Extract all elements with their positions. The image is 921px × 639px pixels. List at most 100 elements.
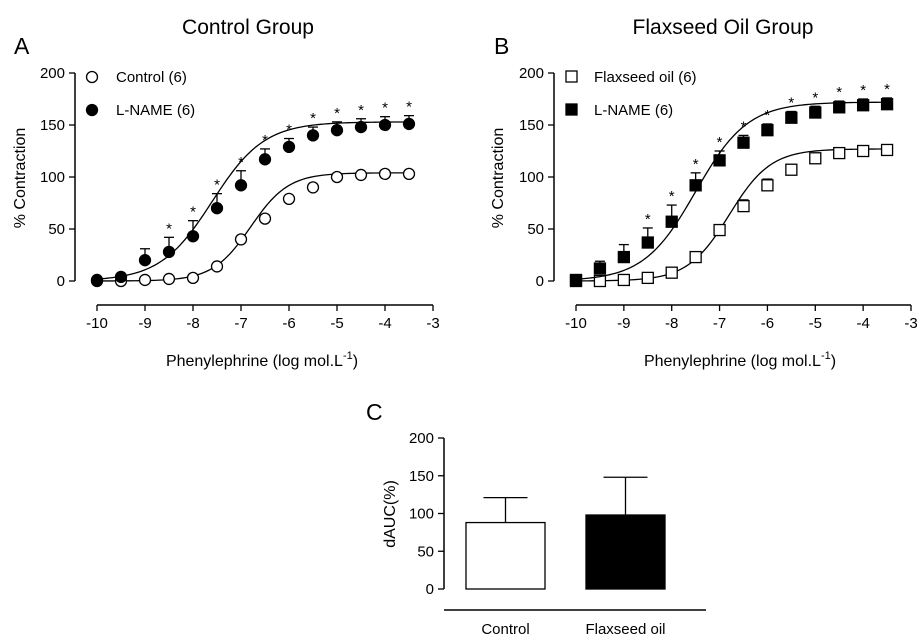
panel-a-significance-marker: * [262, 132, 268, 149]
panel-b-point-series-2 [593, 262, 607, 275]
panel-b-point-series-2 [689, 179, 702, 192]
panel-b-point-series-2 [809, 106, 822, 119]
panel-a-xtick-label: -9 [138, 315, 151, 332]
panel-b-point-series-1 [809, 152, 822, 165]
panel-a-significance-marker: * [166, 220, 172, 237]
panel-b-letter: B [494, 33, 509, 59]
panel-a-legend: Control (6) L-NAME (6) [85, 69, 195, 119]
panel-a-point-series-1 [186, 271, 200, 285]
panel-b-point-series-1 [880, 143, 894, 157]
panel-a-point-series-2 [402, 117, 416, 131]
panel-a-ylabel: % Contraction [12, 128, 29, 229]
panel-c: C dAUC(%) 0 50 100 150 200 Control Flaxseed oi… [366, 399, 706, 638]
panel-a-xtick-label: -3 [426, 315, 439, 332]
panel-a-ytick-label: 100 [40, 169, 65, 186]
panel-c-ylabel: dAUC(%) [382, 480, 399, 548]
panel-a-xlabel: Phenylephrine (log mol.L-1) [166, 350, 358, 370]
panel-b-point-series-1 [593, 274, 607, 288]
legend-label-lname-a: L-NAME (6) [116, 102, 195, 119]
panel-b-point-series-1 [713, 223, 726, 237]
panel-b-xtick-label: -6 [761, 315, 774, 332]
panel-a-point-series-2 [282, 140, 296, 153]
legend-label-flaxseed: Flaxseed oil (6) [594, 69, 697, 86]
panel-b-significance-marker: * [741, 118, 747, 135]
panel-a-significance-marker: * [406, 99, 412, 116]
panel-b-point-series-1 [617, 273, 631, 287]
panel-a-point-series-2 [114, 270, 128, 283]
panel-a-xtick-label: -6 [282, 315, 295, 332]
panel-c-category-label: Control [481, 621, 529, 638]
panel-a-significance-marker: * [382, 100, 388, 117]
panel-b-significance-marker: * [812, 89, 818, 106]
panel-a-point-series-1 [234, 233, 248, 246]
panel-a-point-series-2 [378, 118, 392, 132]
panel-b-point-series-2 [713, 154, 726, 167]
panel-c-ytick-label: 0 [426, 581, 434, 598]
panel-a-point-series-2 [90, 273, 104, 287]
panel-b-significance-marker: * [765, 107, 771, 124]
panel-a-point-series-1 [402, 167, 416, 181]
panel-b-significance-marker: * [717, 134, 723, 151]
panel-b-point-series-2 [665, 215, 678, 228]
panel-b-point-series-2 [641, 236, 654, 249]
panel-b-xlabel: Phenylephrine (log mol.L-1) [644, 350, 836, 370]
panel-b-point-series-1 [737, 199, 750, 213]
panel-b-significance-marker: * [669, 188, 675, 205]
panel-a-point-series-1 [306, 181, 320, 194]
panel-b-ytick-label: 150 [519, 117, 544, 134]
panel-a-ytick-label: 0 [57, 273, 65, 290]
legend-marker-control [85, 70, 99, 84]
panel-b-point-series-2 [785, 111, 798, 124]
panel-b-point-series-2 [833, 101, 846, 114]
panel-c-ytick-label: 200 [409, 430, 434, 447]
panel-b-point-series-2 [761, 124, 774, 137]
panel-b-ytick-label: 100 [519, 169, 544, 186]
panel-a-point-series-2 [138, 254, 152, 267]
panel-b-significance-marker: * [860, 82, 866, 99]
panel-a-xtick-label: -8 [186, 315, 199, 332]
legend-label-lname-b: L-NAME (6) [594, 102, 673, 119]
panel-c-ytick-label: 100 [409, 506, 434, 523]
panel-a-point-series-1 [378, 167, 392, 181]
panel-b-ytick-label: 200 [519, 65, 544, 82]
panel-c-category-label: Flaxseed oil [585, 621, 665, 638]
panel-b-point-series-2 [856, 99, 870, 112]
panel-b-point-series-2 [880, 98, 894, 111]
panel-a-point-series-1 [258, 212, 272, 225]
panel-a-point-series-2 [210, 202, 224, 215]
panel-b-point-series-2 [569, 273, 583, 287]
panel-a-ytick-label: 200 [40, 65, 65, 82]
panel-a-significance-marker: * [310, 110, 316, 127]
panel-a-significance-marker: * [190, 204, 196, 221]
panel-c-plot: 0 50 100 150 200 Control Flaxseed oil [409, 430, 706, 638]
panel-b-plot: 0 50 100 150 200 -10 -9 -8 -7 -6 -5 -4 -3 * * * * * * * * * * * [519, 65, 918, 332]
panel-a-point-series-1 [138, 273, 152, 287]
panel-a: A Control Group % Contraction Phenylephr… [12, 16, 440, 370]
panel-a-point-series-2 [306, 129, 320, 142]
panel-a-point-series-1 [330, 170, 344, 184]
panel-a-point-series-2 [354, 120, 368, 134]
panel-a-title: Control Group [182, 16, 314, 39]
panel-b: B Flaxseed Oil Group % Contraction Pheny… [490, 16, 918, 370]
panel-b-title: Flaxseed Oil Group [633, 16, 814, 39]
panel-a-point-series-1 [162, 272, 176, 286]
panel-b-xtick-label: -8 [665, 315, 678, 332]
legend-label-control: Control (6) [116, 69, 187, 86]
panel-b-ytick-label: 50 [527, 221, 544, 238]
panel-c-ytick-label: 150 [409, 468, 434, 485]
panel-a-significance-marker: * [238, 154, 244, 171]
panel-b-point-series-1 [833, 146, 846, 160]
panel-a-xtick-label: -4 [378, 315, 391, 332]
panel-b-point-series-1 [689, 250, 702, 264]
panel-a-point-series-2 [234, 179, 248, 192]
panel-b-significance-marker: * [788, 94, 794, 111]
panel-a-point-series-1 [282, 192, 296, 205]
panel-a-significance-marker: * [358, 102, 364, 119]
panel-b-point-series-1 [856, 144, 870, 158]
panel-b-legend: Flaxseed oil (6) L-NAME (6) [565, 69, 697, 119]
panel-a-xtick-label: -5 [330, 315, 343, 332]
panel-b-point-series-2 [737, 136, 750, 149]
panel-b-significance-marker: * [693, 156, 699, 173]
panel-a-point-series-2 [258, 153, 272, 166]
panel-a-xtick-label: -7 [234, 315, 247, 332]
